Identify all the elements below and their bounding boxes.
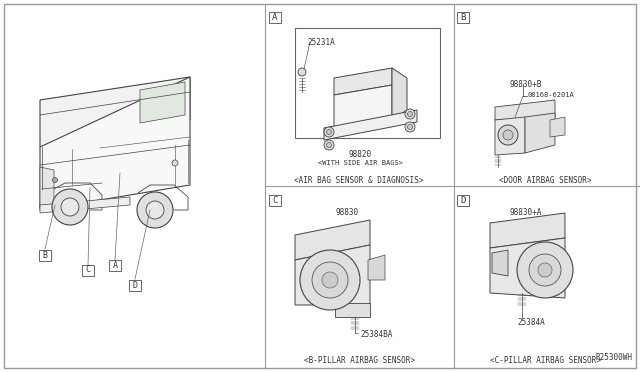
Bar <box>129 279 141 291</box>
Polygon shape <box>490 238 565 298</box>
Bar <box>295 28 440 138</box>
Text: <C-PILLAR AIRBAG SENSOR>: <C-PILLAR AIRBAG SENSOR> <box>490 356 600 365</box>
Circle shape <box>529 254 561 286</box>
Polygon shape <box>490 213 565 248</box>
Text: C: C <box>86 266 90 275</box>
Polygon shape <box>492 250 508 276</box>
Circle shape <box>146 201 164 219</box>
Polygon shape <box>335 303 370 317</box>
Circle shape <box>538 263 552 277</box>
Polygon shape <box>368 255 385 280</box>
Circle shape <box>172 160 178 166</box>
Polygon shape <box>392 68 407 120</box>
Polygon shape <box>40 197 130 213</box>
Text: 08168-6201A: 08168-6201A <box>527 92 573 98</box>
Circle shape <box>498 125 518 145</box>
Polygon shape <box>40 167 54 208</box>
Text: D: D <box>460 196 466 205</box>
Bar <box>109 260 121 270</box>
Polygon shape <box>495 100 555 120</box>
Text: B: B <box>42 250 47 260</box>
Circle shape <box>52 189 88 225</box>
Polygon shape <box>295 220 370 260</box>
Circle shape <box>326 142 332 148</box>
Circle shape <box>298 68 306 76</box>
Text: <DOOR AIRBAG SENSOR>: <DOOR AIRBAG SENSOR> <box>499 176 591 185</box>
Text: 98820: 98820 <box>348 150 372 159</box>
Polygon shape <box>295 245 370 305</box>
Circle shape <box>322 272 338 288</box>
Polygon shape <box>525 113 555 153</box>
Polygon shape <box>550 117 565 137</box>
Circle shape <box>312 262 348 298</box>
Circle shape <box>408 112 413 116</box>
Text: 98830+A: 98830+A <box>510 208 542 217</box>
Polygon shape <box>334 85 392 130</box>
Circle shape <box>61 198 79 216</box>
Text: <AIR BAG SENSOR & DIAGNOSIS>: <AIR BAG SENSOR & DIAGNOSIS> <box>294 176 424 185</box>
Text: <WITH SIDE AIR BAGS>: <WITH SIDE AIR BAGS> <box>317 160 403 166</box>
Text: R25300WH: R25300WH <box>595 353 632 362</box>
Text: <B-PILLAR AIRBAG SENSOR>: <B-PILLAR AIRBAG SENSOR> <box>303 356 415 365</box>
Text: B: B <box>460 13 466 22</box>
Bar <box>457 12 469 22</box>
Polygon shape <box>495 117 525 155</box>
Polygon shape <box>324 110 417 140</box>
Circle shape <box>517 242 573 298</box>
Circle shape <box>405 109 415 119</box>
Text: C: C <box>272 196 278 205</box>
Circle shape <box>52 177 58 183</box>
Circle shape <box>326 129 332 135</box>
Polygon shape <box>40 77 190 147</box>
Circle shape <box>405 122 415 132</box>
Circle shape <box>300 250 360 310</box>
Text: 25231A: 25231A <box>307 38 335 47</box>
Bar <box>82 264 94 276</box>
Circle shape <box>408 125 413 129</box>
Bar <box>269 195 281 205</box>
Circle shape <box>324 140 334 150</box>
Circle shape <box>324 127 334 137</box>
Text: 25384BA: 25384BA <box>360 330 392 339</box>
Bar <box>457 195 469 205</box>
Circle shape <box>137 192 173 228</box>
Text: A: A <box>272 13 278 22</box>
Polygon shape <box>40 77 190 210</box>
Text: 25384A: 25384A <box>517 318 545 327</box>
Polygon shape <box>334 68 392 95</box>
Bar <box>269 12 281 22</box>
Bar <box>39 250 51 260</box>
Text: 98830: 98830 <box>335 208 358 217</box>
Circle shape <box>503 130 513 140</box>
Text: A: A <box>113 260 118 269</box>
Text: 98830+B: 98830+B <box>510 80 542 89</box>
Polygon shape <box>140 82 185 123</box>
Text: D: D <box>132 280 138 289</box>
